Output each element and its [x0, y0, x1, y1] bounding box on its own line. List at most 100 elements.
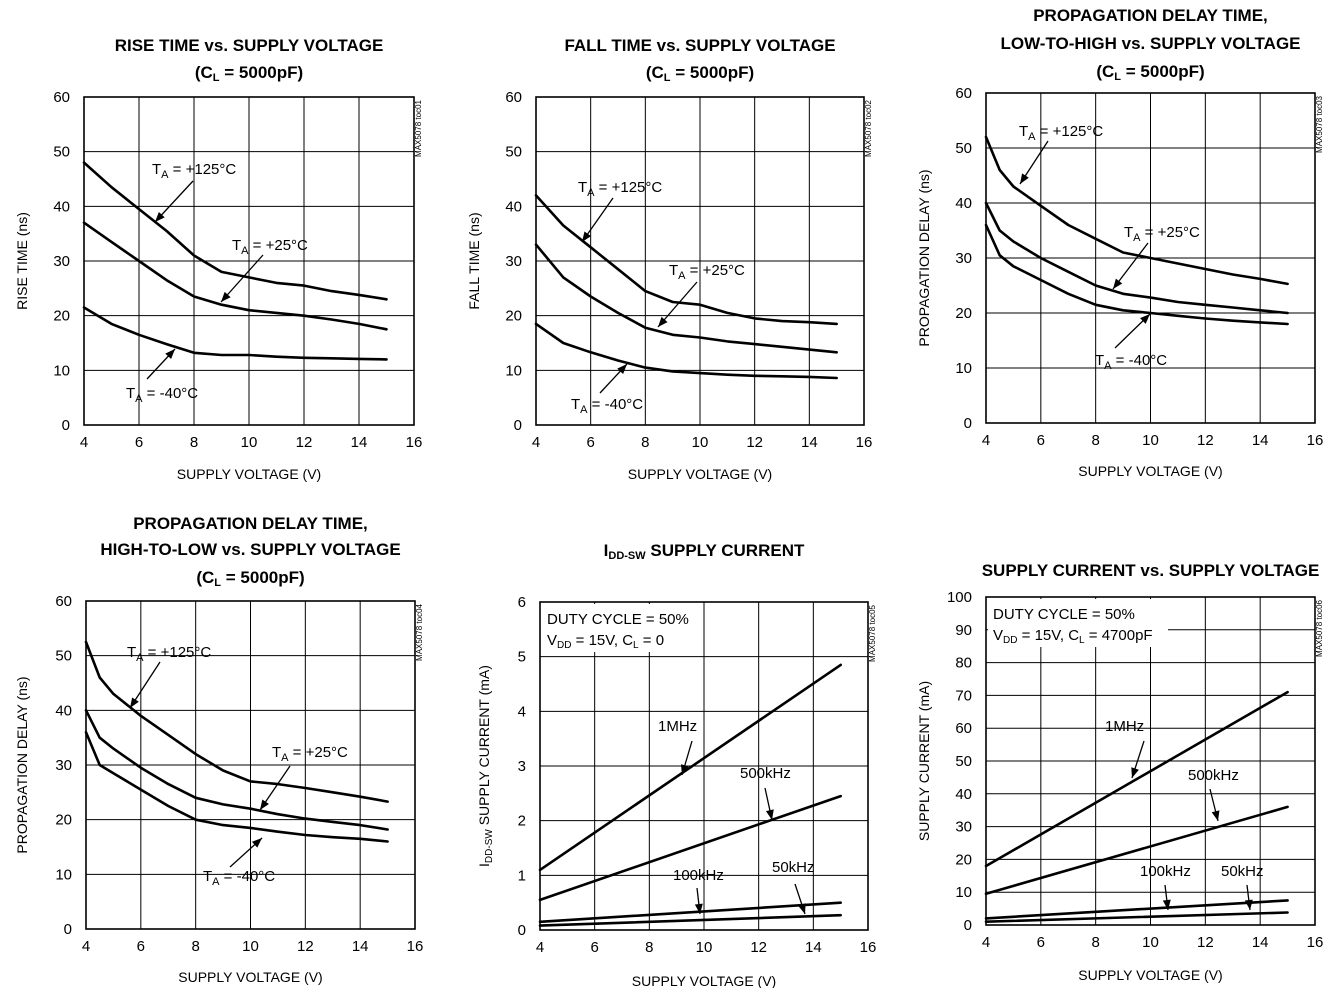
annotation-subscript: A	[241, 245, 249, 257]
annotation-arrowhead	[165, 349, 175, 360]
x-tick-label: 10	[241, 434, 258, 451]
y-tick-label: 40	[53, 198, 70, 215]
y-tick-label: 0	[964, 415, 972, 432]
y-tick-label: 0	[518, 922, 526, 939]
x-tick-label: 12	[750, 939, 767, 956]
y-tick-label: 100	[947, 589, 972, 606]
y-tick-label: 20	[55, 812, 72, 829]
x-axis-label: SUPPLY VOLTAGE (V)	[632, 973, 776, 988]
y-tick-label: 60	[55, 593, 72, 610]
series-annotation: 500kHz	[740, 765, 791, 782]
annotation-leader	[220, 254, 264, 303]
cond-mid: = 15V, C	[1017, 627, 1079, 644]
series-line-2	[984, 899, 1289, 920]
series-annotation: TA = +125°C	[152, 161, 236, 181]
y-tick-label: 30	[955, 250, 972, 267]
y-axis-text: SUPPLY CURRENT (mA)	[476, 665, 492, 829]
chart-load-prefix: (C	[646, 63, 664, 82]
x-tick-label: 16	[860, 939, 877, 956]
chart-load-prefix: (C	[196, 568, 214, 587]
annotation-arrowhead	[221, 291, 231, 302]
chart-load-subscript: L	[664, 72, 671, 84]
x-tick-label: 4	[80, 434, 88, 451]
conditions-line: DUTY CYCLE = 50%	[547, 611, 689, 628]
chart-load-label: (CL = 5000pF)	[195, 63, 303, 84]
x-tick-label: 10	[242, 938, 259, 955]
annotation-arrowhead	[765, 809, 774, 820]
chart-title-symbol: I	[604, 541, 609, 560]
y-tick-label: 40	[55, 702, 72, 719]
series-line-2	[84, 730, 389, 843]
y-tick-label: 0	[64, 921, 72, 938]
y-tick-label: 10	[53, 362, 70, 379]
annotation-symbol: T	[152, 161, 161, 178]
x-tick-label: 4	[982, 432, 990, 449]
series-line-0	[984, 135, 1289, 286]
series-annotation: 50kHz	[772, 859, 815, 876]
chart-load-suffix: = 5000pF)	[671, 63, 755, 82]
plot-frame	[85, 600, 416, 930]
annotation-symbol: T	[232, 237, 241, 254]
plot-frame	[985, 596, 1316, 926]
annotation-subscript: A	[1028, 131, 1036, 143]
y-tick-label: 30	[55, 757, 72, 774]
x-tick-label: 8	[1091, 934, 1099, 951]
y-tick-label: 60	[955, 85, 972, 102]
series-annotation: TA = +25°C	[669, 262, 745, 282]
annotation-arrowhead	[694, 903, 703, 914]
cond-v-sub: DD	[557, 640, 571, 651]
x-tick-label: 12	[746, 434, 763, 451]
y-tick-label: 1	[518, 867, 526, 884]
annotation-arrowhead	[1113, 278, 1123, 289]
chart-title-line: LOW-TO-HIGH vs. SUPPLY VOLTAGE	[1000, 34, 1300, 53]
x-tick-label: 14	[801, 434, 818, 451]
y-tick-label: 4	[518, 703, 526, 720]
chart-load-suffix: = 5000pF)	[221, 568, 305, 587]
x-axis-label: SUPPLY VOLTAGE (V)	[628, 466, 772, 482]
y-tick-label: 60	[505, 89, 522, 106]
annotation-symbol: T	[127, 644, 136, 661]
y-tick-label: 60	[955, 720, 972, 737]
chart-panel-toc01: RISE TIME vs. SUPPLY VOLTAGE (CL = 5000pF…	[14, 36, 423, 482]
grid-lines	[540, 602, 868, 930]
chart-load-label: (CL = 5000pF)	[646, 63, 754, 84]
x-tick-label: 16	[1307, 432, 1324, 449]
x-tick-label: 6	[135, 434, 143, 451]
conditions-line: VDD = 15V, CL = 0	[547, 632, 664, 651]
chart-title-text: SUPPLY CURRENT	[646, 541, 805, 560]
y-axis-label: RISE TIME (ns)	[14, 212, 30, 310]
x-tick-label: 6	[137, 938, 145, 955]
series-line-3	[984, 911, 1289, 924]
series-line-1	[984, 201, 1289, 315]
annotation-symbol: T	[571, 396, 580, 413]
annotation-value: = +125°C	[1036, 123, 1104, 140]
annotation-arrowhead	[680, 764, 689, 775]
x-tick-label: 14	[1252, 432, 1269, 449]
x-tick-label: 8	[190, 434, 198, 451]
annotation-value: = -40°C	[1112, 352, 1168, 369]
y-tick-label: 50	[955, 753, 972, 770]
x-tick-label: 12	[1197, 934, 1214, 951]
y-tick-label: 10	[505, 362, 522, 379]
y-tick-label: 50	[955, 140, 972, 157]
series-annotation: TA = +25°C	[232, 237, 308, 257]
annotation-arrowhead	[1211, 810, 1220, 821]
y-tick-label: 70	[955, 687, 972, 704]
y-tick-label: 30	[505, 253, 522, 270]
y-tick-label: 2	[518, 813, 526, 830]
annotation-symbol: T	[1124, 224, 1133, 241]
x-tick-label: 12	[297, 938, 314, 955]
annotation-value: = +125°C	[169, 161, 237, 178]
x-tick-label: 4	[82, 938, 90, 955]
x-tick-label: 8	[645, 939, 653, 956]
y-tick-label: 6	[518, 594, 526, 611]
annotation-symbol: T	[578, 179, 587, 196]
series-line-2	[534, 322, 839, 380]
annotation-subscript: A	[678, 270, 686, 282]
y-tick-label: 60	[53, 89, 70, 106]
annotation-arrowhead	[260, 799, 269, 810]
y-tick-label: 90	[955, 622, 972, 639]
x-tick-label: 6	[586, 434, 594, 451]
x-tick-label: 4	[536, 939, 544, 956]
annotation-value: = +25°C	[289, 744, 349, 761]
